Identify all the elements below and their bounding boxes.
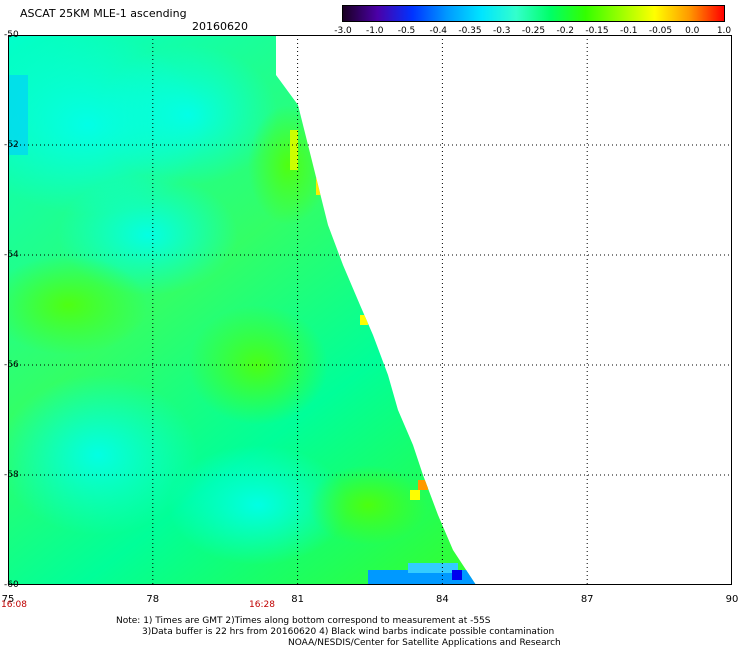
note-line-3: NOAA/NESDIS/Center for Satellite Applica… (288, 638, 561, 648)
color-bar-label: -0.5 (397, 26, 416, 36)
lat-tick-label: -54 (4, 250, 19, 260)
swath-map (8, 35, 732, 585)
color-bar-label: -0.15 (585, 26, 609, 36)
map-title: ASCAT 25KM MLE-1 ascending (20, 7, 187, 20)
note-line-1: Note: 1) Times are GMT 2)Times along bot… (116, 616, 491, 626)
color-bar-label: -0.4 (429, 26, 448, 36)
note-line-2: 3)Data buffer is 22 hrs from 20160620 4)… (142, 627, 555, 637)
color-bar-label: 1.0 (716, 26, 732, 36)
color-bar-label: -0.3 (492, 26, 511, 36)
color-bar-label: -0.25 (521, 26, 546, 36)
lat-tick-label: -60 (4, 580, 19, 590)
lon-tick-label: 81 (291, 594, 304, 605)
map-date: 20160620 (192, 20, 248, 33)
lon-tick-label: 84 (436, 594, 449, 605)
color-bar-label: -0.2 (556, 26, 575, 36)
lon-tick-label: 78 (146, 594, 160, 605)
time-label-mid: 16:28 (249, 600, 275, 610)
lat-tick-label: -50 (4, 30, 19, 40)
color-bar-label: 0.0 (685, 26, 700, 36)
lat-tick-label: -56 (4, 360, 19, 370)
lat-tick-label: -52 (4, 140, 19, 150)
color-bar (342, 5, 725, 22)
swath-map-svg (8, 35, 732, 585)
lon-tick-label: 75 (1, 594, 15, 605)
lon-tick-label: 87 (580, 594, 594, 605)
color-bar-label: -0.1 (619, 26, 638, 36)
lat-tick-label: -58 (4, 470, 19, 480)
color-bar-label: -0.05 (648, 26, 673, 36)
lon-tick-label: 90 (725, 594, 739, 605)
time-label-start: 16:08 (1, 600, 27, 610)
grid-lines (8, 35, 732, 585)
color-bar-label: -3.0 (334, 26, 352, 36)
color-bar-label: -0.35 (458, 26, 482, 36)
color-bar-label: -1.0 (365, 26, 384, 36)
